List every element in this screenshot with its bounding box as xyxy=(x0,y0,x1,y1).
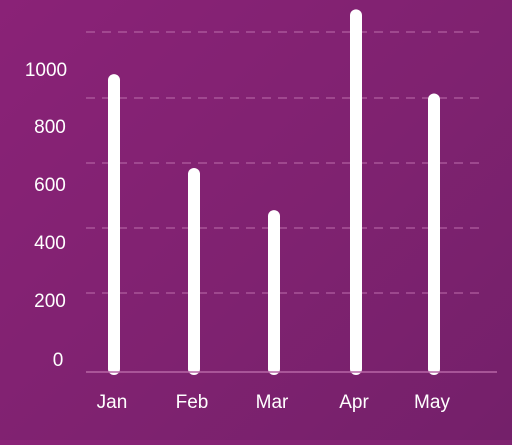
y-axis-tick-labels: 0 200 400 600 800 1000 xyxy=(25,60,67,371)
x-axis-tick-labels: Jan Feb Mar Apr May xyxy=(97,392,451,413)
x-tick-label: May xyxy=(414,392,450,413)
bars xyxy=(108,9,440,376)
y-tick-label: 200 xyxy=(34,291,66,312)
y-tick-label: 1000 xyxy=(25,60,67,81)
grid-lines xyxy=(86,31,484,294)
y-tick-label: 600 xyxy=(34,175,66,196)
bar-mar xyxy=(268,210,280,375)
bar-apr xyxy=(350,9,362,375)
y-tick-label: 0 xyxy=(53,350,64,371)
y-tick-label: 800 xyxy=(34,117,66,138)
x-tick-label: Feb xyxy=(176,392,209,413)
bar-feb xyxy=(188,168,200,375)
x-tick-label: Mar xyxy=(256,392,289,413)
x-tick-label: Jan xyxy=(97,392,128,413)
bar-jan xyxy=(108,74,120,375)
x-tick-label: Apr xyxy=(339,392,369,413)
y-tick-label: 400 xyxy=(34,233,66,254)
bar-may xyxy=(428,93,440,376)
